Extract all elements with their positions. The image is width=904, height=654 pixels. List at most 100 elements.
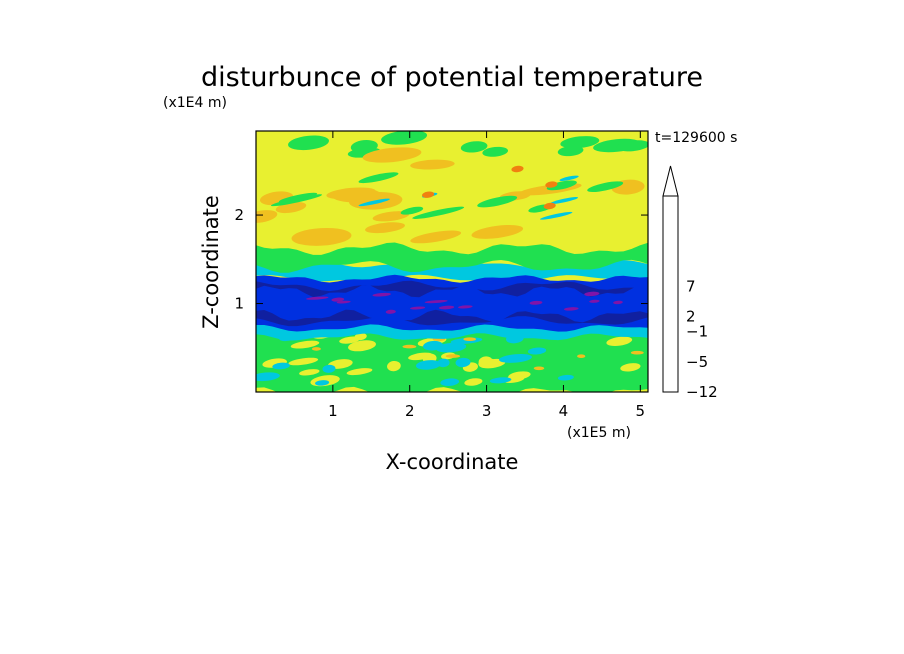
top-green-streak: [287, 135, 330, 151]
lower-yellow-cell: [508, 371, 531, 380]
x-tick-label: 5: [636, 402, 646, 420]
lower-cyan-cell: [489, 377, 512, 384]
y-tick-label: 2: [234, 206, 244, 224]
lower-orange-cell: [402, 344, 417, 349]
upper-orange-lens: [471, 224, 524, 239]
x-axis: 1 2 3 4 5: [328, 131, 645, 420]
top-green-streak: [557, 145, 584, 157]
negative-core-patch: [424, 299, 448, 304]
upper-orange-lens: [372, 211, 410, 222]
upper-green-streak: [546, 180, 577, 191]
x-tick-label: 3: [482, 402, 492, 420]
colorbar-frame: [662, 195, 679, 393]
lower-cyan-cell: [557, 374, 574, 381]
lower-yellow-cell: [387, 360, 401, 372]
upper-green-streak: [412, 206, 465, 219]
x-axis-label: X-coordinate: [386, 450, 519, 474]
plot-area: [256, 131, 648, 392]
top-yellow-band: [256, 131, 648, 174]
top-green-streak: [616, 140, 648, 152]
top-green-streak: [560, 136, 600, 149]
upper-green-streak: [587, 181, 624, 193]
upper-green-streak: [477, 195, 518, 208]
top-green-streak: [350, 139, 378, 153]
lower-orange-cell: [445, 354, 461, 358]
upper-cyan-streak: [550, 197, 579, 204]
plot-frame: [255, 130, 649, 393]
upper-darkorange-core: [422, 191, 435, 198]
upper-green-streak: [270, 194, 323, 207]
lower-cyan-cell: [498, 353, 533, 363]
negative-core-patch: [458, 305, 473, 309]
x-tick-label: 2: [405, 402, 415, 420]
negative-core-patch: [336, 300, 351, 304]
upper-darkorange-core: [511, 165, 524, 173]
negative-blue-inner: [256, 284, 648, 323]
lower-yellow-cell: [348, 340, 376, 352]
upper-orange-lens: [332, 188, 381, 203]
y-unit-label: (x1E4 m): [163, 95, 227, 111]
negative-core-patch: [385, 309, 396, 314]
lower-orange-cell: [311, 347, 321, 351]
lower-yellow-cell: [346, 368, 373, 376]
y-axis-label: Z-coordinate: [199, 195, 223, 329]
colorbar-tick-label: 7: [686, 277, 696, 295]
negative-core-patch: [529, 300, 543, 305]
y-tick-label: 1: [234, 295, 244, 313]
lower-yellow-cell: [290, 340, 320, 349]
lower-cyan-cell: [272, 362, 290, 370]
negative-core-patch: [564, 307, 579, 311]
negative-core-patch: [306, 296, 329, 300]
chart-title: disturbunce of potential temperature: [201, 62, 703, 93]
upper-darkorange-core: [545, 181, 558, 188]
lower-cyan-cell: [322, 364, 336, 373]
time-label: t=129600 s: [655, 130, 737, 146]
negative-core-patch: [331, 297, 345, 302]
lower-cyan-cell: [256, 372, 280, 382]
upper-orange-lens: [410, 230, 462, 244]
lower-cyan-cell: [315, 380, 330, 386]
lower-cyan-cell: [435, 342, 467, 353]
lower-yellow-cell: [408, 352, 433, 361]
upper-darkorange-core: [543, 202, 556, 210]
negative-core-patch: [584, 291, 600, 297]
colorbar: −12 −5 −12 7: [662, 165, 718, 401]
upper-cyan-streak: [559, 175, 579, 181]
upper-orange-lens: [410, 159, 455, 170]
negative-core-patch: [410, 306, 426, 310]
lower-cyan-cell: [455, 357, 471, 368]
negative-core-patch: [438, 305, 455, 310]
top-green-streak: [381, 131, 428, 145]
top-green-streak: [482, 146, 509, 157]
top-green-streak: [460, 141, 488, 153]
x-unit-label: (x1E5 m): [567, 425, 631, 441]
lower-yellow-cell: [288, 357, 319, 366]
upper-cyan-transition: [256, 259, 648, 282]
x-tick-label: 1: [328, 402, 338, 420]
lower-yellow-cell: [354, 332, 367, 341]
lower-yellow-cell: [620, 363, 641, 372]
colorbar-tick-label: −5: [686, 353, 708, 371]
lower-yellow-cell: [464, 378, 483, 386]
negative-core-patch: [613, 300, 623, 305]
upper-orange-lens: [365, 222, 405, 234]
lower-yellow-cell: [606, 336, 633, 347]
lower-orange-cell: [463, 337, 477, 342]
negative-core-patch: [589, 299, 600, 303]
lower-cyan-cell: [415, 360, 441, 370]
lower-yellow-cell: [478, 356, 493, 368]
x-tick-label: 4: [559, 402, 569, 420]
upper-green-streak: [400, 206, 424, 215]
upper-cyan-streak: [539, 211, 573, 220]
upper-orange-lens: [362, 147, 422, 163]
upper-green-transition: [256, 242, 648, 273]
lower-cyan-cell: [527, 347, 547, 355]
colorbar-extend-arrow: [662, 165, 679, 197]
upper-cyan-streak: [358, 198, 390, 207]
lower-yellow-cell: [299, 369, 320, 376]
colorbar-tick-label: −1: [686, 323, 708, 341]
lower-cyan-cell: [440, 378, 460, 386]
colorbar-tick-label: 2: [686, 308, 696, 326]
colorbar-tick-label: −12: [686, 383, 718, 401]
